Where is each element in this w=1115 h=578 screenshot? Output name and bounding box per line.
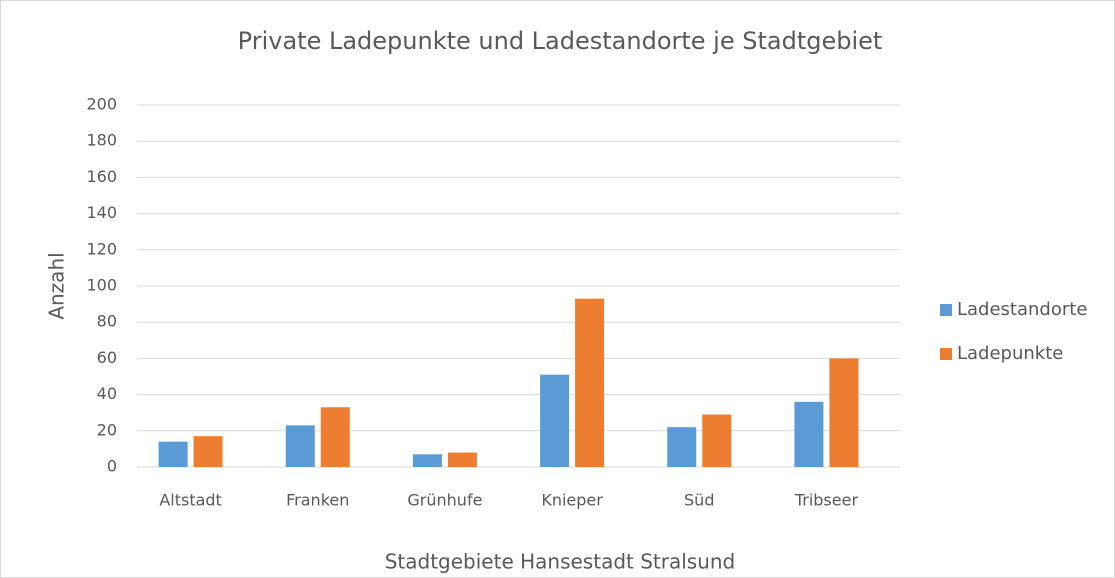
- y-tick-label: 120: [86, 239, 117, 258]
- legend-label: Ladestandorte: [957, 299, 1087, 320]
- y-tick-label: 140: [86, 203, 117, 222]
- y-tick-label: 40: [97, 384, 117, 403]
- y-tick-label: 20: [97, 420, 117, 439]
- x-tick-label: Süd: [684, 491, 714, 510]
- bar: [794, 401, 824, 467]
- bar: [285, 425, 315, 467]
- y-tick-label: 80: [97, 312, 117, 331]
- y-tick-label: 180: [86, 131, 117, 150]
- bar: [447, 452, 477, 467]
- bar: [412, 454, 442, 467]
- x-tick-label: Franken: [286, 491, 349, 510]
- legend-swatch: [940, 348, 952, 360]
- y-tick-label: 0: [107, 457, 117, 476]
- legend-label: Ladepunkte: [957, 343, 1063, 364]
- bar: [667, 427, 697, 467]
- bar: [320, 407, 350, 467]
- bar: [702, 414, 732, 467]
- x-tick-label: Tribseer: [794, 491, 859, 510]
- chart-title: Private Ladepunkte und Ladestandorte je …: [238, 27, 883, 55]
- x-tick-label: Altstadt: [159, 491, 222, 510]
- y-tick-label: 60: [97, 348, 117, 367]
- y-tick-label: 100: [86, 276, 117, 295]
- bar: [540, 374, 570, 467]
- y-axis-title: Anzahl: [45, 252, 69, 319]
- x-tick-label: Grünhufe: [407, 491, 482, 510]
- legend-swatch: [940, 304, 952, 316]
- bar: [829, 358, 859, 467]
- bar: [193, 436, 223, 467]
- bar: [158, 441, 188, 467]
- x-axis-title: Stadtgebiete Hansestadt Stralsund: [385, 550, 736, 574]
- y-tick-label: 200: [86, 95, 117, 114]
- x-tick-label: Knieper: [541, 491, 603, 510]
- y-tick-label: 160: [86, 167, 117, 186]
- bar: [575, 298, 605, 467]
